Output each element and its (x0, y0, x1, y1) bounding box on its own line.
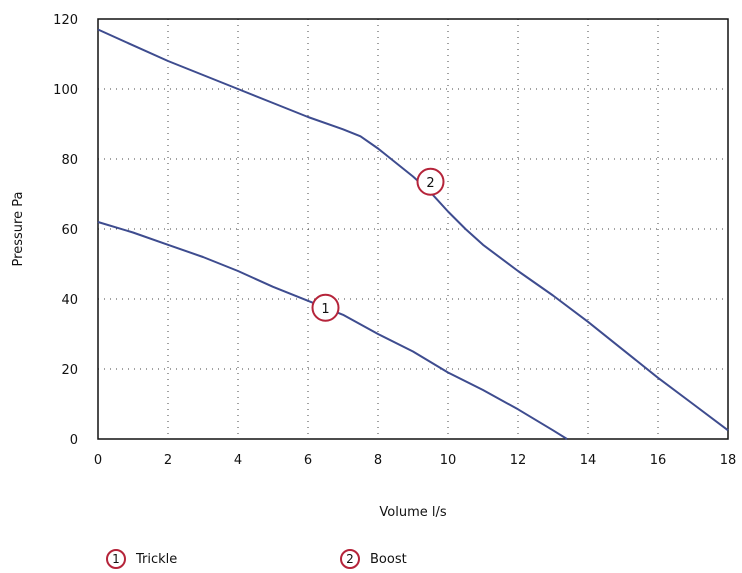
y-tick-40: 40 (61, 293, 78, 308)
x-tick-12: 12 (510, 453, 527, 468)
y-axis-ticks: 0 20 40 60 80 100 120 (53, 13, 78, 448)
legend-badge-2: 2 (340, 549, 360, 569)
x-axis-label: Volume l/s (379, 505, 446, 520)
plot-frame (97, 18, 729, 440)
series-marker-2 (416, 167, 445, 196)
series-marker-1 (311, 293, 340, 322)
x-axis-ticks: 0 2 4 6 8 10 12 14 16 18 (94, 453, 736, 468)
x-tick-14: 14 (580, 453, 597, 468)
x-tick-18: 18 (720, 453, 737, 468)
y-tick-120: 120 (53, 13, 78, 28)
y-tick-20: 20 (61, 363, 78, 378)
x-tick-0: 0 (94, 453, 102, 468)
y-axis-label: Pressure Pa (11, 192, 26, 267)
legend-label-boost: Boost (370, 551, 407, 567)
legend-item-boost: 2 Boost (340, 548, 407, 570)
series-marker-label-2: 2 (426, 176, 434, 191)
y-tick-60: 60 (61, 223, 78, 238)
legend-badge-1: 1 (106, 549, 126, 569)
series-layer: 12 (97, 28, 729, 440)
grid-lines (98, 19, 728, 439)
x-tick-10: 10 (440, 453, 457, 468)
legend-label-trickle: Trickle (136, 551, 178, 567)
x-tick-6: 6 (304, 453, 312, 468)
y-tick-100: 100 (53, 83, 78, 98)
y-tick-0: 0 (70, 433, 78, 448)
y-tick-80: 80 (61, 153, 78, 168)
legend-item-trickle: 1 Trickle (106, 548, 177, 570)
x-tick-16: 16 (650, 453, 667, 468)
series-marker-label-1: 1 (321, 302, 329, 317)
x-tick-8: 8 (374, 453, 382, 468)
x-tick-2: 2 (164, 453, 172, 468)
x-tick-4: 4 (234, 453, 242, 468)
series-line-boost (97, 28, 729, 432)
series-line-trickle (97, 221, 568, 440)
